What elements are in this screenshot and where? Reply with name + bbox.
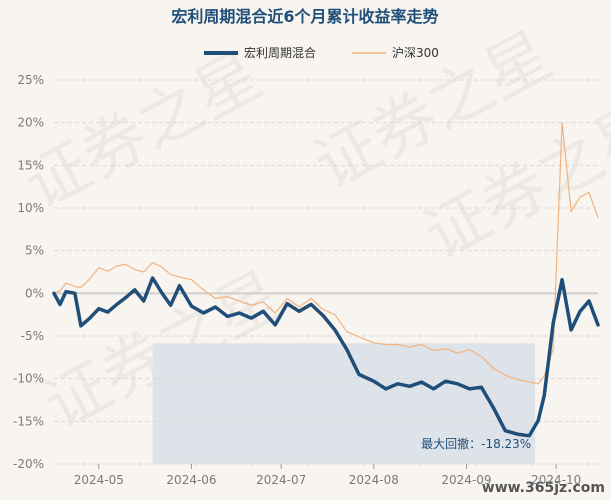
chart-title: 宏利周期混合近6个月累计收益率走势 bbox=[171, 7, 438, 26]
watermark-site: www.365jz.com bbox=[482, 480, 605, 496]
y-tick-label: -20% bbox=[13, 457, 44, 471]
y-tick-label: 0% bbox=[25, 286, 44, 300]
drawdown-shade bbox=[152, 343, 536, 464]
watermark-text: 证券之星 bbox=[13, 39, 274, 225]
legend-label-index: 沪深300 bbox=[392, 46, 439, 60]
y-tick-label: 15% bbox=[17, 158, 44, 172]
drawdown-area bbox=[152, 343, 536, 464]
y-tick-label: 10% bbox=[17, 201, 44, 215]
y-tick-label: 5% bbox=[25, 244, 44, 258]
x-tick-label: 2024-06 bbox=[166, 473, 216, 487]
y-tick-label: 25% bbox=[17, 73, 44, 87]
series bbox=[52, 122, 600, 438]
y-axis: 25% 20% 15% 10% 5% 0% -5% -10% -15% -20% bbox=[13, 73, 44, 471]
x-tick-label: 2024-09 bbox=[441, 473, 491, 487]
legend: 宏利周期混合 沪深300 bbox=[204, 45, 439, 60]
series-line-index bbox=[53, 122, 599, 385]
x-tick-label: 2024-10 bbox=[531, 473, 581, 487]
x-tick-label: 2024-08 bbox=[349, 473, 399, 487]
max-drawdown-label: 最大回撤：-18.23% bbox=[421, 436, 531, 451]
series-line-fund bbox=[52, 276, 600, 438]
annotations: 最大回撤：-18.23% bbox=[421, 436, 531, 451]
y-tick-label: -15% bbox=[13, 414, 44, 428]
x-axis: 2024-05 2024-06 2024-07 2024-08 2024-09 2024-… bbox=[74, 464, 581, 487]
y-tick-label: -5% bbox=[21, 329, 44, 343]
y-tick-label: -10% bbox=[13, 372, 44, 386]
grid bbox=[54, 79, 598, 465]
y-tick-label: 20% bbox=[17, 116, 44, 130]
x-tick-label: 2024-05 bbox=[74, 473, 124, 487]
x-tick-label: 2024-07 bbox=[256, 473, 306, 487]
legend-label-fund: 宏利周期混合 bbox=[244, 45, 316, 60]
